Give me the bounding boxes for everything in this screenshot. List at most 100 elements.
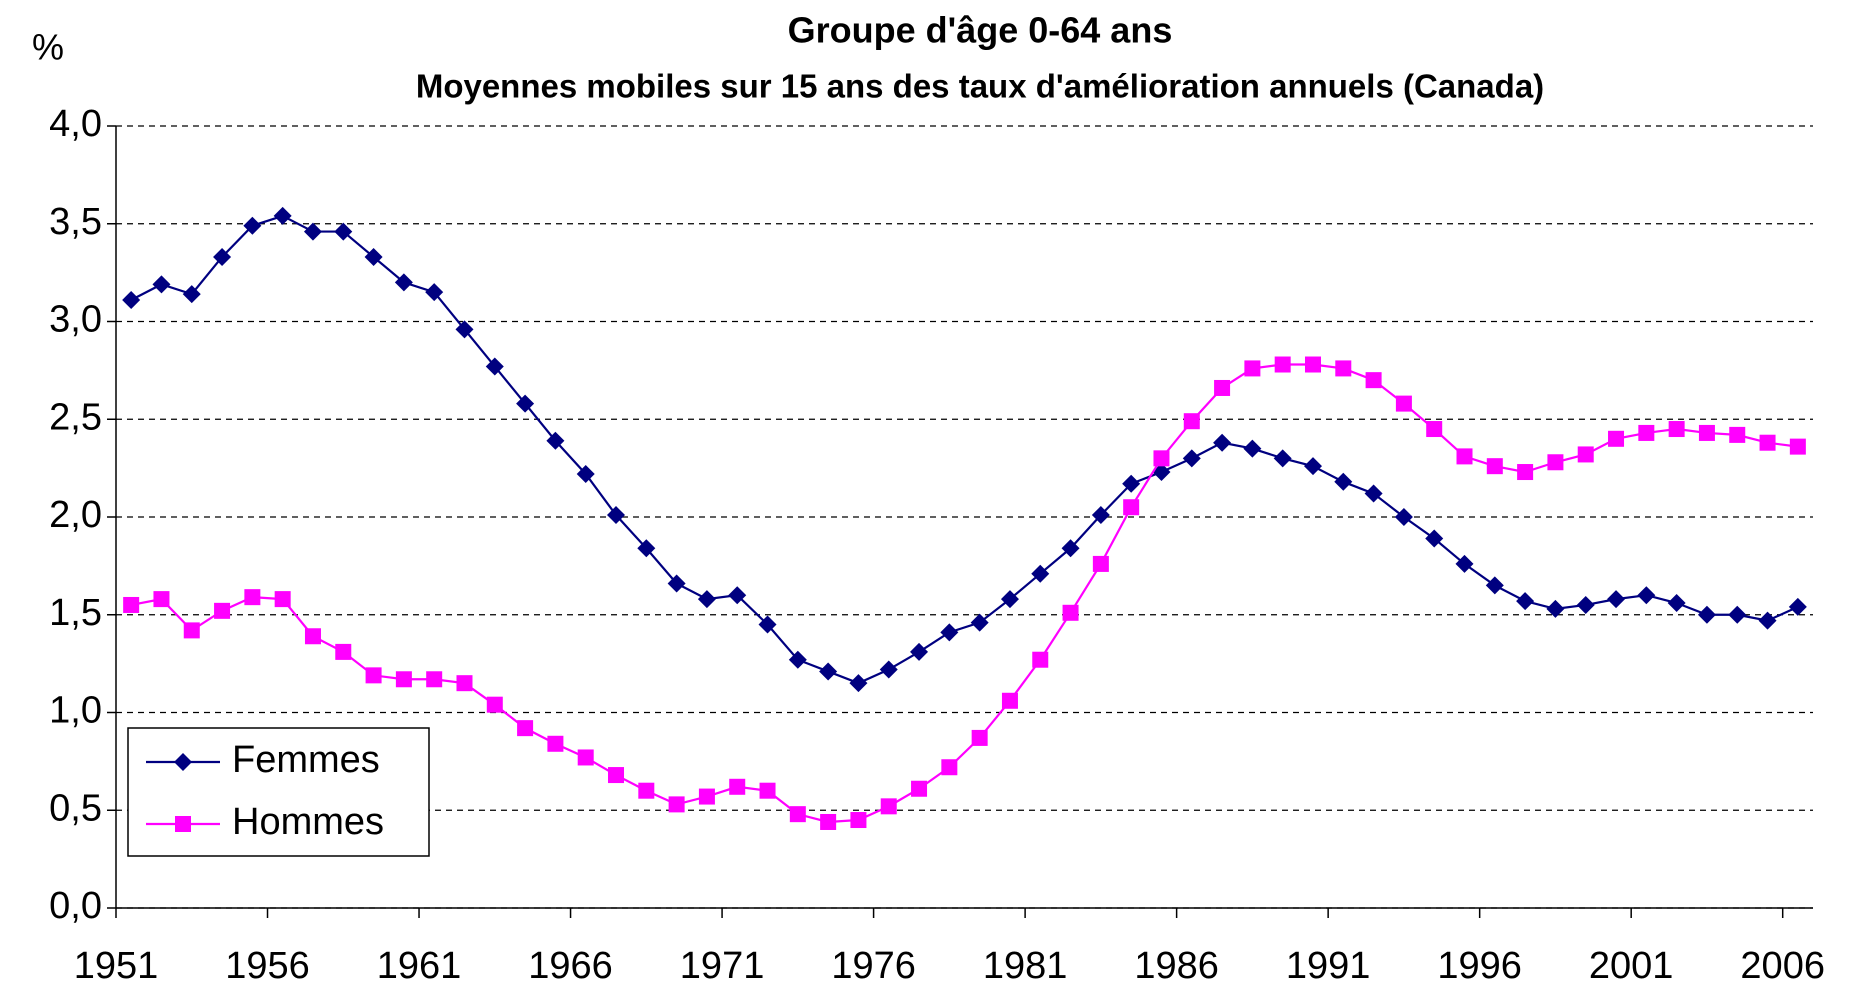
- marker: [175, 816, 191, 832]
- y-tick-label: 4,0: [49, 103, 102, 145]
- marker: [668, 796, 685, 813]
- marker: [1667, 594, 1686, 613]
- marker: [971, 729, 988, 746]
- marker: [365, 667, 382, 684]
- marker: [941, 759, 958, 776]
- marker: [1335, 360, 1352, 377]
- marker: [364, 247, 383, 266]
- marker: [304, 628, 321, 645]
- marker: [1425, 529, 1444, 548]
- marker: [820, 813, 837, 830]
- marker: [516, 394, 535, 413]
- marker: [456, 675, 473, 692]
- marker: [758, 615, 777, 634]
- marker: [1576, 595, 1595, 614]
- y-tick-label: 0,0: [49, 885, 102, 927]
- marker: [517, 720, 534, 737]
- marker: [607, 506, 626, 525]
- y-tick-label: 2,5: [49, 396, 102, 438]
- x-tick-label: 1991: [1286, 945, 1371, 987]
- marker: [243, 216, 262, 235]
- marker: [303, 222, 322, 241]
- marker: [637, 539, 656, 558]
- marker: [1001, 692, 1018, 709]
- x-tick-label: 1976: [831, 945, 916, 987]
- marker: [880, 798, 897, 815]
- marker: [1668, 421, 1685, 438]
- marker: [1516, 592, 1535, 611]
- marker: [455, 320, 474, 339]
- marker: [1304, 356, 1321, 373]
- y-tick-label: 3,5: [49, 201, 102, 243]
- marker: [1092, 555, 1109, 572]
- marker: [1182, 449, 1201, 468]
- marker: [819, 662, 838, 681]
- marker: [153, 591, 170, 608]
- marker: [697, 590, 716, 609]
- marker: [1031, 564, 1050, 583]
- marker: [1091, 506, 1110, 525]
- marker: [638, 782, 655, 799]
- marker: [274, 591, 291, 608]
- marker: [1153, 450, 1170, 467]
- marker: [788, 650, 807, 669]
- marker: [1274, 356, 1291, 373]
- y-tick-label: 2,0: [49, 494, 102, 536]
- y-tick-label: 0,5: [49, 787, 102, 829]
- marker: [1394, 508, 1413, 526]
- marker: [1728, 605, 1747, 624]
- marker: [182, 285, 201, 304]
- marker: [1000, 590, 1019, 609]
- marker: [728, 586, 747, 605]
- marker: [576, 464, 595, 483]
- marker: [334, 222, 353, 241]
- marker: [1122, 474, 1141, 493]
- marker: [1123, 499, 1140, 516]
- marker: [335, 643, 352, 660]
- marker: [910, 642, 929, 661]
- marker: [1032, 651, 1049, 668]
- marker: [1183, 413, 1200, 430]
- x-tick-label: 1996: [1437, 945, 1522, 987]
- marker: [546, 431, 565, 450]
- marker: [244, 589, 261, 606]
- x-tick-label: 1981: [983, 945, 1068, 987]
- x-tick-label: 1986: [1134, 945, 1219, 987]
- marker: [577, 749, 594, 766]
- legend: Femmes Hommes: [127, 727, 430, 857]
- x-tick-label: 2006: [1740, 945, 1825, 987]
- legend-box: [127, 727, 430, 857]
- marker: [1547, 454, 1564, 471]
- marker: [1546, 599, 1565, 618]
- marker: [1303, 457, 1322, 476]
- series-line: [130, 214, 1799, 685]
- marker: [729, 778, 746, 795]
- marker: [1608, 430, 1625, 447]
- marker: [485, 357, 504, 376]
- marker: [1456, 448, 1473, 465]
- marker: [1244, 360, 1261, 377]
- marker: [667, 574, 686, 593]
- marker: [1364, 484, 1383, 503]
- marker: [123, 596, 140, 613]
- marker: [273, 206, 292, 225]
- marker: [1334, 472, 1353, 491]
- marker: [486, 696, 503, 713]
- marker: [789, 806, 806, 823]
- marker: [1243, 439, 1262, 458]
- marker: [1638, 424, 1655, 441]
- marker: [1273, 449, 1292, 468]
- marker: [1758, 611, 1777, 630]
- marker: [174, 753, 192, 771]
- marker: [1455, 554, 1474, 573]
- marker: [1214, 379, 1231, 396]
- marker: [1637, 586, 1656, 605]
- marker: [152, 275, 171, 294]
- legend-label: Hommes: [232, 801, 384, 843]
- marker: [940, 623, 959, 642]
- marker: [213, 247, 232, 266]
- marker: [1426, 421, 1443, 438]
- x-tick-label: 1971: [680, 945, 765, 987]
- marker: [1062, 604, 1079, 621]
